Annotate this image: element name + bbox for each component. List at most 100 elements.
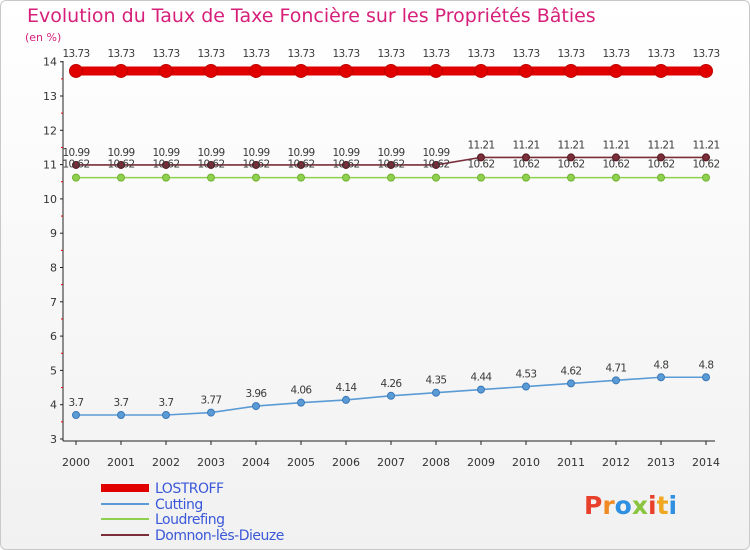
data-label: 13.73 (197, 48, 224, 60)
data-point (567, 173, 575, 182)
data-point (477, 153, 485, 162)
x-tick-label: 2001 (107, 456, 135, 469)
legend-label: Domnon-lès-Dieuze (155, 528, 284, 544)
data-label: 10.99 (242, 147, 269, 159)
data-point (204, 63, 218, 78)
data-point (432, 160, 440, 169)
data-point (429, 63, 443, 78)
data-label: 13.73 (242, 48, 269, 60)
data-label: 10.62 (647, 159, 674, 171)
data-point (612, 153, 620, 162)
data-point (69, 63, 83, 78)
data-point (702, 173, 710, 182)
data-label: 10.99 (332, 147, 359, 159)
data-label: 3.7 (114, 397, 129, 409)
data-label: 10.99 (377, 147, 404, 159)
data-label: 11.21 (692, 139, 719, 151)
data-point (162, 173, 170, 182)
y-tick-label: 6 (50, 330, 57, 343)
logo-letter: r (602, 491, 615, 520)
data-point (297, 173, 305, 182)
data-label: 10.99 (107, 147, 134, 159)
data-point (474, 63, 488, 78)
data-label: 10.62 (692, 159, 719, 171)
data-point (252, 173, 260, 182)
data-point (522, 173, 530, 182)
logo-letter: t (656, 491, 669, 520)
data-label: 13.73 (557, 48, 584, 60)
data-point (609, 63, 623, 78)
data-label: 4.8 (699, 359, 714, 371)
data-point (387, 173, 395, 182)
data-label: 4.14 (336, 382, 358, 394)
data-label: 11.21 (467, 139, 494, 151)
data-label: 13.73 (647, 48, 674, 60)
data-label: 4.71 (606, 362, 627, 374)
x-tick-label: 2008 (422, 456, 450, 469)
y-tick-label: 3 (50, 433, 57, 446)
data-label: 10.62 (377, 159, 404, 171)
data-point (162, 410, 170, 419)
data-point (339, 63, 353, 78)
y-tick-label: 5 (50, 364, 57, 377)
y-tick-label: 7 (50, 296, 57, 309)
data-label: 13.73 (62, 48, 89, 60)
data-point (207, 160, 215, 169)
data-point (657, 373, 665, 382)
data-label: 10.62 (107, 159, 134, 171)
data-label: 13.73 (287, 48, 314, 60)
data-point (699, 63, 713, 78)
data-point (342, 395, 350, 404)
logo-letter: P (584, 491, 603, 520)
data-label: 4.62 (561, 365, 582, 377)
data-label: 11.21 (557, 139, 584, 151)
x-tick-label: 2013 (647, 456, 675, 469)
y-tick-label: 12 (43, 124, 57, 137)
data-point (162, 160, 170, 169)
data-label: 11.21 (647, 139, 674, 151)
data-point (249, 63, 263, 78)
data-label: 3.7 (69, 397, 84, 409)
data-label: 4.53 (516, 369, 537, 381)
data-label: 13.73 (512, 48, 539, 60)
data-point (297, 398, 305, 407)
data-point (564, 63, 578, 78)
data-label: 10.62 (422, 159, 449, 171)
data-point (384, 63, 398, 78)
data-label: 10.62 (512, 159, 539, 171)
data-label: 10.99 (62, 147, 89, 159)
y-axis-unit-label: (en %) (25, 31, 62, 44)
logo-letter: i (648, 491, 657, 520)
data-point (702, 373, 710, 382)
data-label: 11.21 (602, 139, 629, 151)
x-tick-label: 2011 (557, 456, 585, 469)
y-tick-label: 9 (50, 227, 57, 240)
logo-letter: o (614, 491, 632, 520)
data-point (342, 173, 350, 182)
data-label: 13.73 (332, 48, 359, 60)
data-point (342, 160, 350, 169)
data-label: 4.06 (291, 385, 313, 397)
data-label: 10.99 (197, 147, 224, 159)
data-point (72, 173, 80, 182)
data-point (519, 63, 533, 78)
data-label: 13.73 (602, 48, 629, 60)
data-point (522, 153, 530, 162)
data-label: 10.62 (467, 159, 494, 171)
data-point (114, 63, 128, 78)
x-tick-label: 2004 (242, 456, 270, 469)
x-tick-label: 2014 (692, 456, 720, 469)
data-point (654, 63, 668, 78)
logo-letter: x (631, 491, 648, 520)
data-point (702, 153, 710, 162)
data-label: 3.77 (201, 395, 222, 407)
legend-label: LOSTROFF (155, 481, 224, 497)
y-tick-label: 4 (50, 399, 57, 412)
data-label: 10.62 (152, 159, 179, 171)
data-label: 4.35 (426, 375, 447, 387)
data-label: 13.73 (152, 48, 179, 60)
data-point (252, 160, 260, 169)
data-label: 10.99 (152, 147, 179, 159)
x-tick-label: 2005 (287, 456, 315, 469)
